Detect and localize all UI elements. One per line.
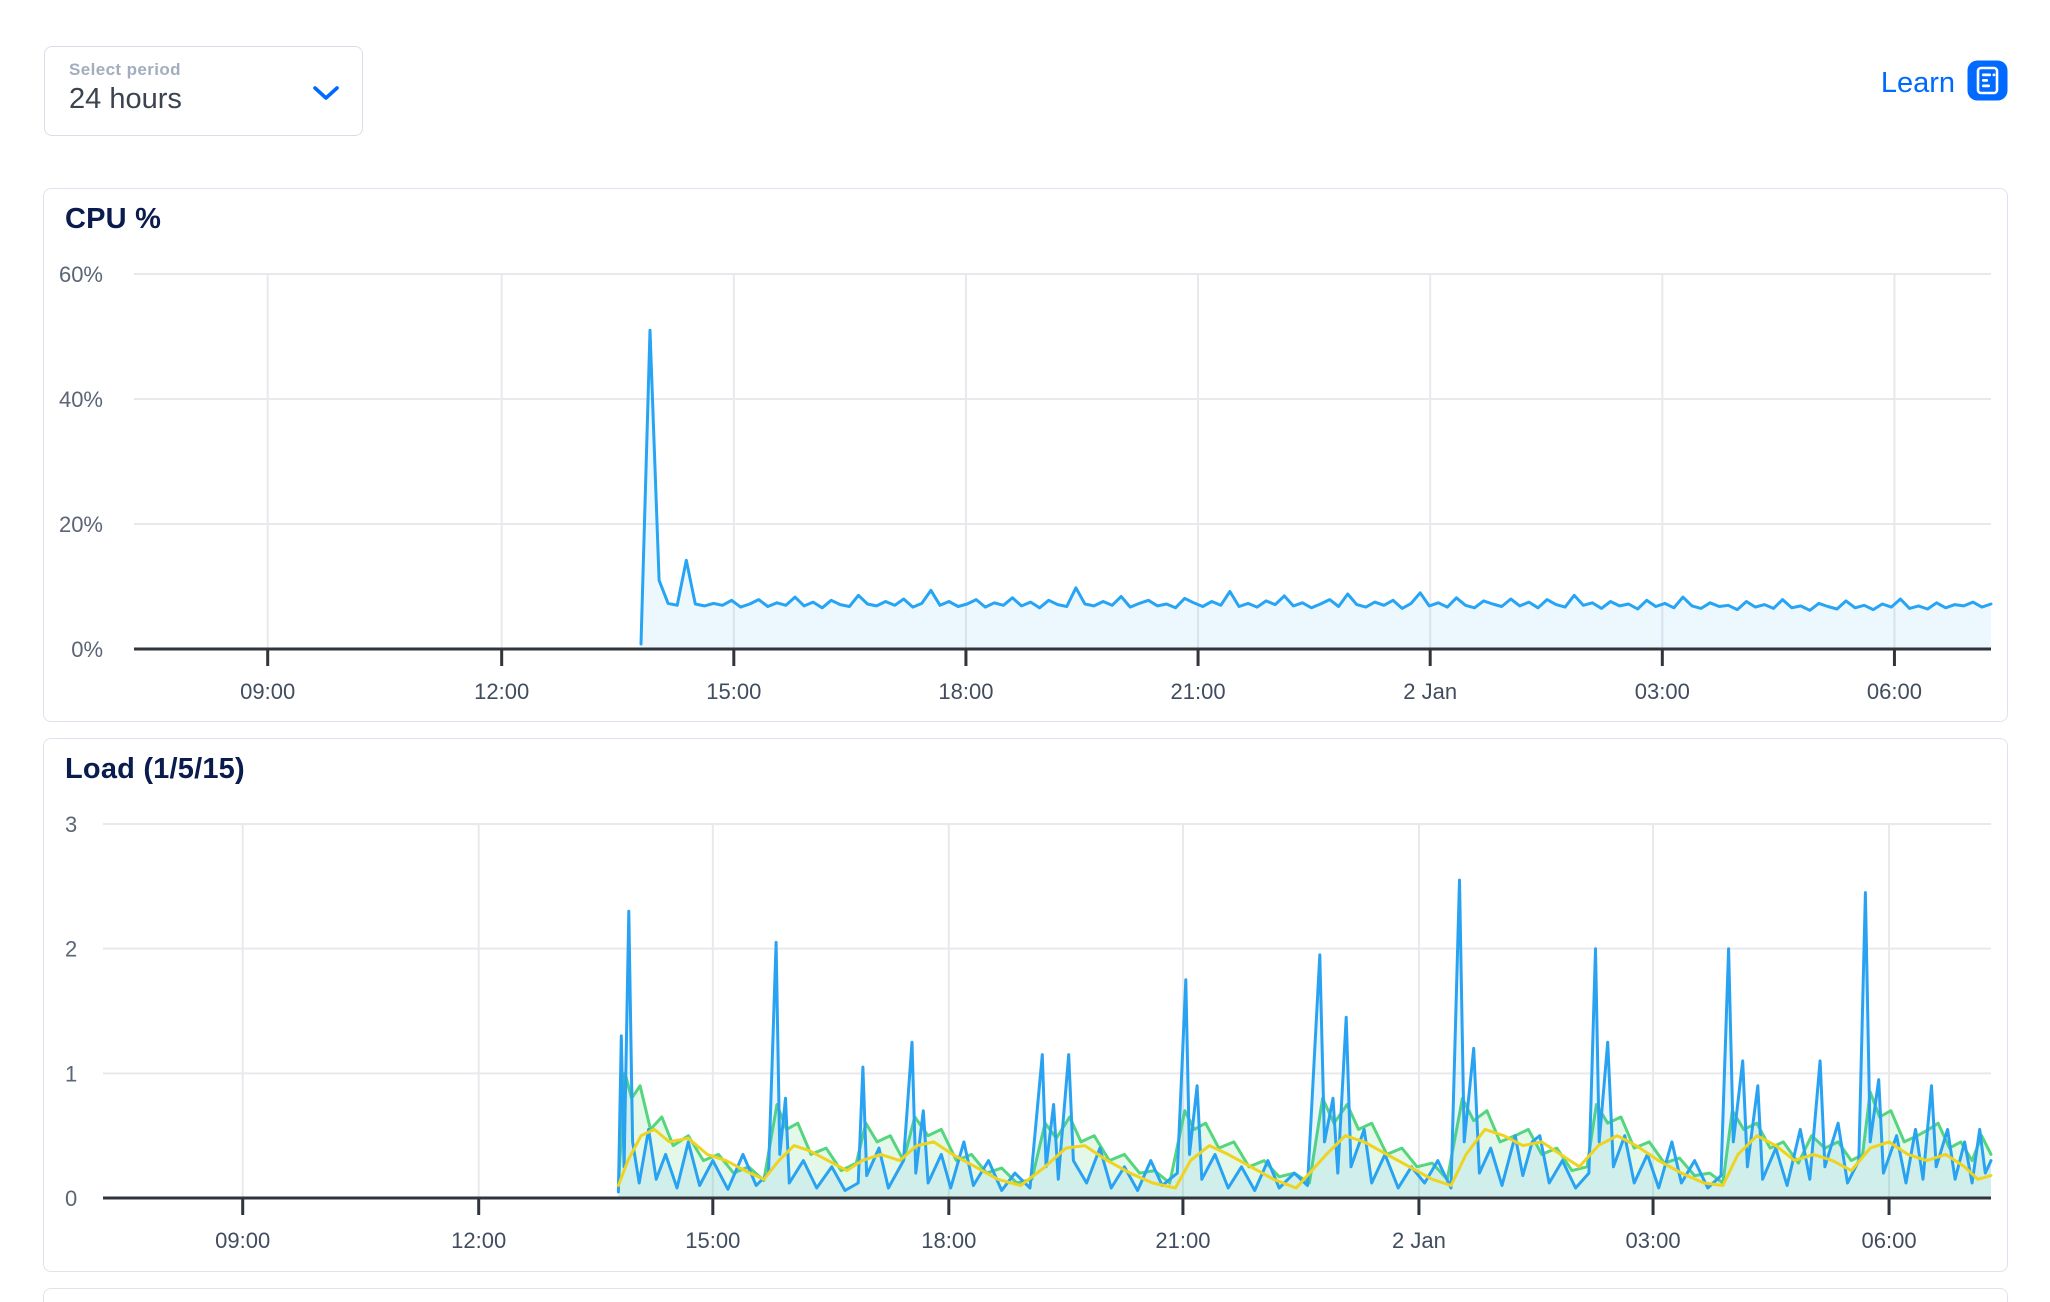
cpu-y-tick-label: 60% xyxy=(59,262,103,287)
load-chart-title: Load (1/5/15) xyxy=(65,753,245,785)
load-x-grid: 09:00 12:00 15:00 18:00 21:00 2 Jan 03:00 06:00 xyxy=(215,824,1917,1253)
cpu-x-tick-label: 21:00 xyxy=(1171,679,1226,704)
load-x-tick-label: 18:00 xyxy=(921,1228,976,1253)
load-x-tick-label: 09:00 xyxy=(215,1228,270,1253)
cpu-y-tick-label: 20% xyxy=(59,512,103,537)
load-15min-line xyxy=(616,1127,1993,1190)
period-selector-value: 24 hours xyxy=(69,83,182,115)
tutorials-icon xyxy=(1967,60,2008,106)
chevron-down-icon xyxy=(313,86,339,100)
load-series xyxy=(616,878,1993,1198)
cpu-x-tick-label: 06:00 xyxy=(1867,679,1922,704)
load-y-tick-label: 2 xyxy=(65,937,77,962)
cpu-y-grid: 60% 40% 20% 0% xyxy=(59,262,1991,662)
cpu-x-tick-label: 18:00 xyxy=(938,679,993,704)
load-y-grid: 3 2 1 0 xyxy=(65,812,1991,1211)
cpu-chart-canvas[interactable]: 60% 40% 20% 0% 09:00 12:00 15:00 18:00 21:00 2 Ja… xyxy=(44,189,2007,721)
cpu-x-tick-label: 2 Jan xyxy=(1403,679,1457,704)
load-5min-line xyxy=(616,1071,1993,1187)
load-x-tick-label: 12:00 xyxy=(451,1228,506,1253)
load-x-tick-label: 15:00 xyxy=(685,1228,740,1253)
load-x-tick-label: 03:00 xyxy=(1626,1228,1681,1253)
load-y-tick-label: 3 xyxy=(65,812,77,837)
cpu-y-tick-label: 40% xyxy=(59,387,103,412)
cpu-series xyxy=(639,328,1993,649)
cpu-x-grid: 09:00 12:00 15:00 18:00 21:00 2 Jan 03:00 06:00 xyxy=(240,274,1922,704)
cpu-percent-area xyxy=(641,330,1991,649)
load-y-tick-label: 1 xyxy=(65,1061,77,1086)
cpu-y-tick-label: 0% xyxy=(71,637,103,662)
cpu-chart-title: CPU % xyxy=(65,203,162,235)
next-card-partial xyxy=(43,1288,2008,1302)
period-selector[interactable]: Select period 24 hours xyxy=(44,46,363,136)
cpu-x-tick-label: 12:00 xyxy=(474,679,529,704)
learn-link-label: Learn xyxy=(1880,66,1955,99)
cpu-chart-card: CPU % 60% 40% 20% 0% 09:00 12:00 15:00 18:00 21:… xyxy=(43,188,2008,722)
cpu-x-tick-label: 09:00 xyxy=(240,679,295,704)
load-x-tick-label: 21:00 xyxy=(1155,1228,1210,1253)
cpu-x-tick-label: 15:00 xyxy=(706,679,761,704)
load-5min-area xyxy=(618,1073,1991,1198)
load-chart-card: Load (1/5/15) 3 2 1 0 09:00 12:00 15:00 18:00 21… xyxy=(43,738,2008,1272)
learn-link[interactable]: Learn xyxy=(1881,60,2008,106)
cpu-x-tick-label: 03:00 xyxy=(1635,679,1690,704)
cpu-percent-line xyxy=(639,328,1993,646)
load-y-tick-label: 0 xyxy=(65,1186,77,1211)
period-selector-label: Select period xyxy=(69,60,181,79)
load-x-tick-label: 06:00 xyxy=(1862,1228,1917,1253)
load-x-tick-label: 2 Jan xyxy=(1392,1228,1446,1253)
load-1min-line xyxy=(616,878,1993,1194)
